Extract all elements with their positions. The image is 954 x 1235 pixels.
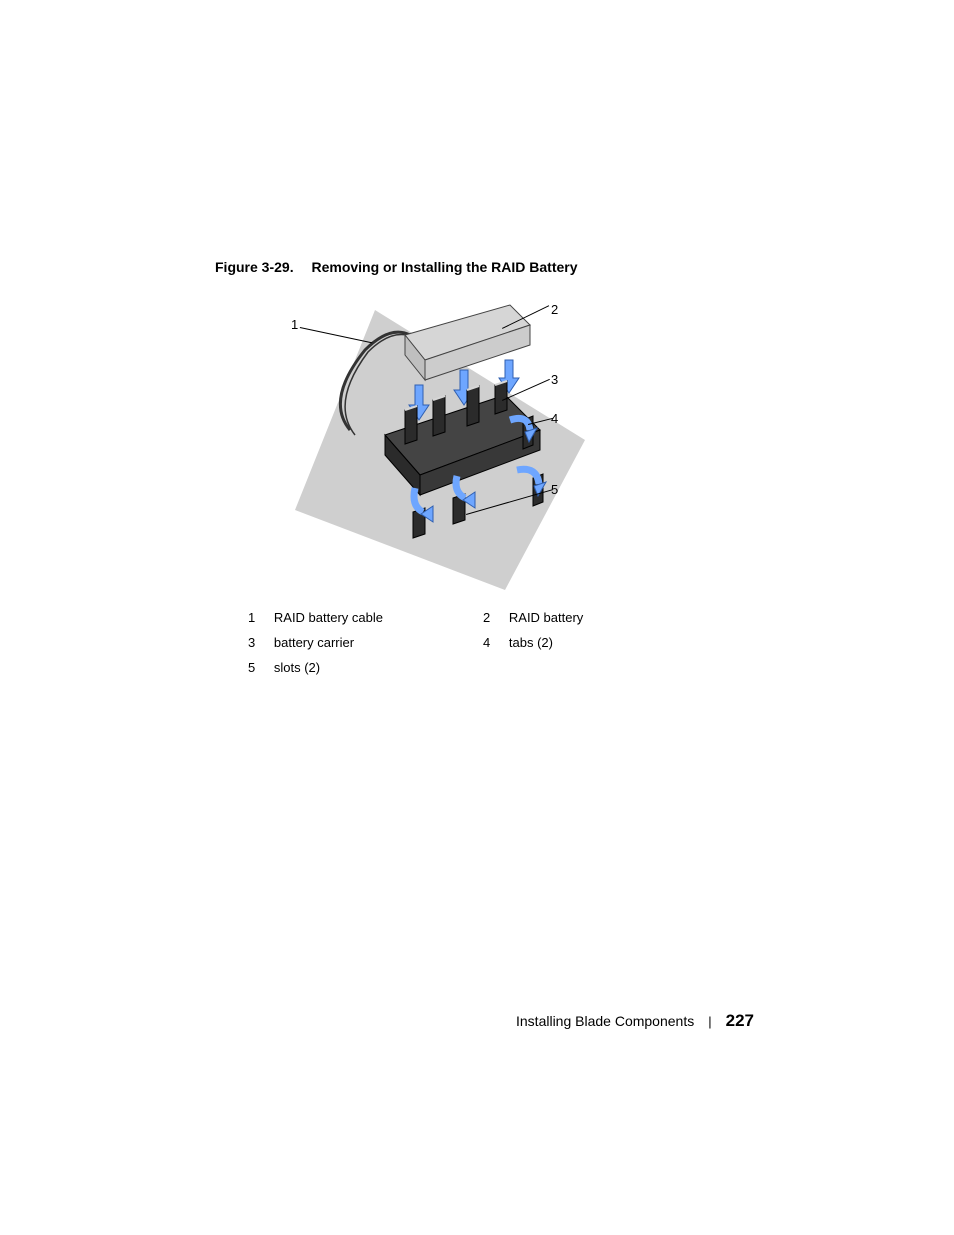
figure-caption: Figure 3-29. Removing or Installing the … bbox=[215, 259, 578, 275]
legend-text bbox=[509, 660, 718, 675]
footer-section: Installing Blade Components bbox=[516, 1013, 694, 1029]
page-number: 227 bbox=[726, 1011, 754, 1031]
legend-text: RAID battery cable bbox=[274, 610, 483, 625]
callout-2: 2 bbox=[551, 302, 558, 317]
legend-num: 3 bbox=[248, 635, 274, 650]
figure-title: Removing or Installing the RAID Battery bbox=[311, 259, 577, 275]
page-footer: Installing Blade Components | 227 bbox=[516, 1011, 754, 1031]
diagram: 1 2 3 4 5 bbox=[255, 290, 615, 590]
legend-num: 4 bbox=[483, 635, 509, 650]
legend-num bbox=[483, 660, 509, 675]
footer-separator: | bbox=[708, 1014, 711, 1029]
callout-1: 1 bbox=[291, 317, 298, 332]
legend-row: 1 RAID battery cable 2 RAID battery bbox=[248, 610, 718, 625]
slots-icon bbox=[413, 494, 465, 538]
legend-num: 2 bbox=[483, 610, 509, 625]
legend-text: tabs (2) bbox=[509, 635, 718, 650]
legend-row: 3 battery carrier 4 tabs (2) bbox=[248, 635, 718, 650]
legend-num: 1 bbox=[248, 610, 274, 625]
legend-text: battery carrier bbox=[274, 635, 483, 650]
page: Figure 3-29. Removing or Installing the … bbox=[0, 0, 954, 1235]
raid-battery-illustration bbox=[255, 290, 615, 590]
legend-text: RAID battery bbox=[509, 610, 718, 625]
figure-label: Figure 3-29. bbox=[215, 259, 294, 275]
legend-num: 5 bbox=[248, 660, 274, 675]
callout-3: 3 bbox=[551, 372, 558, 387]
legend-text: slots (2) bbox=[274, 660, 483, 675]
legend: 1 RAID battery cable 2 RAID battery 3 ba… bbox=[248, 610, 718, 685]
legend-row: 5 slots (2) bbox=[248, 660, 718, 675]
